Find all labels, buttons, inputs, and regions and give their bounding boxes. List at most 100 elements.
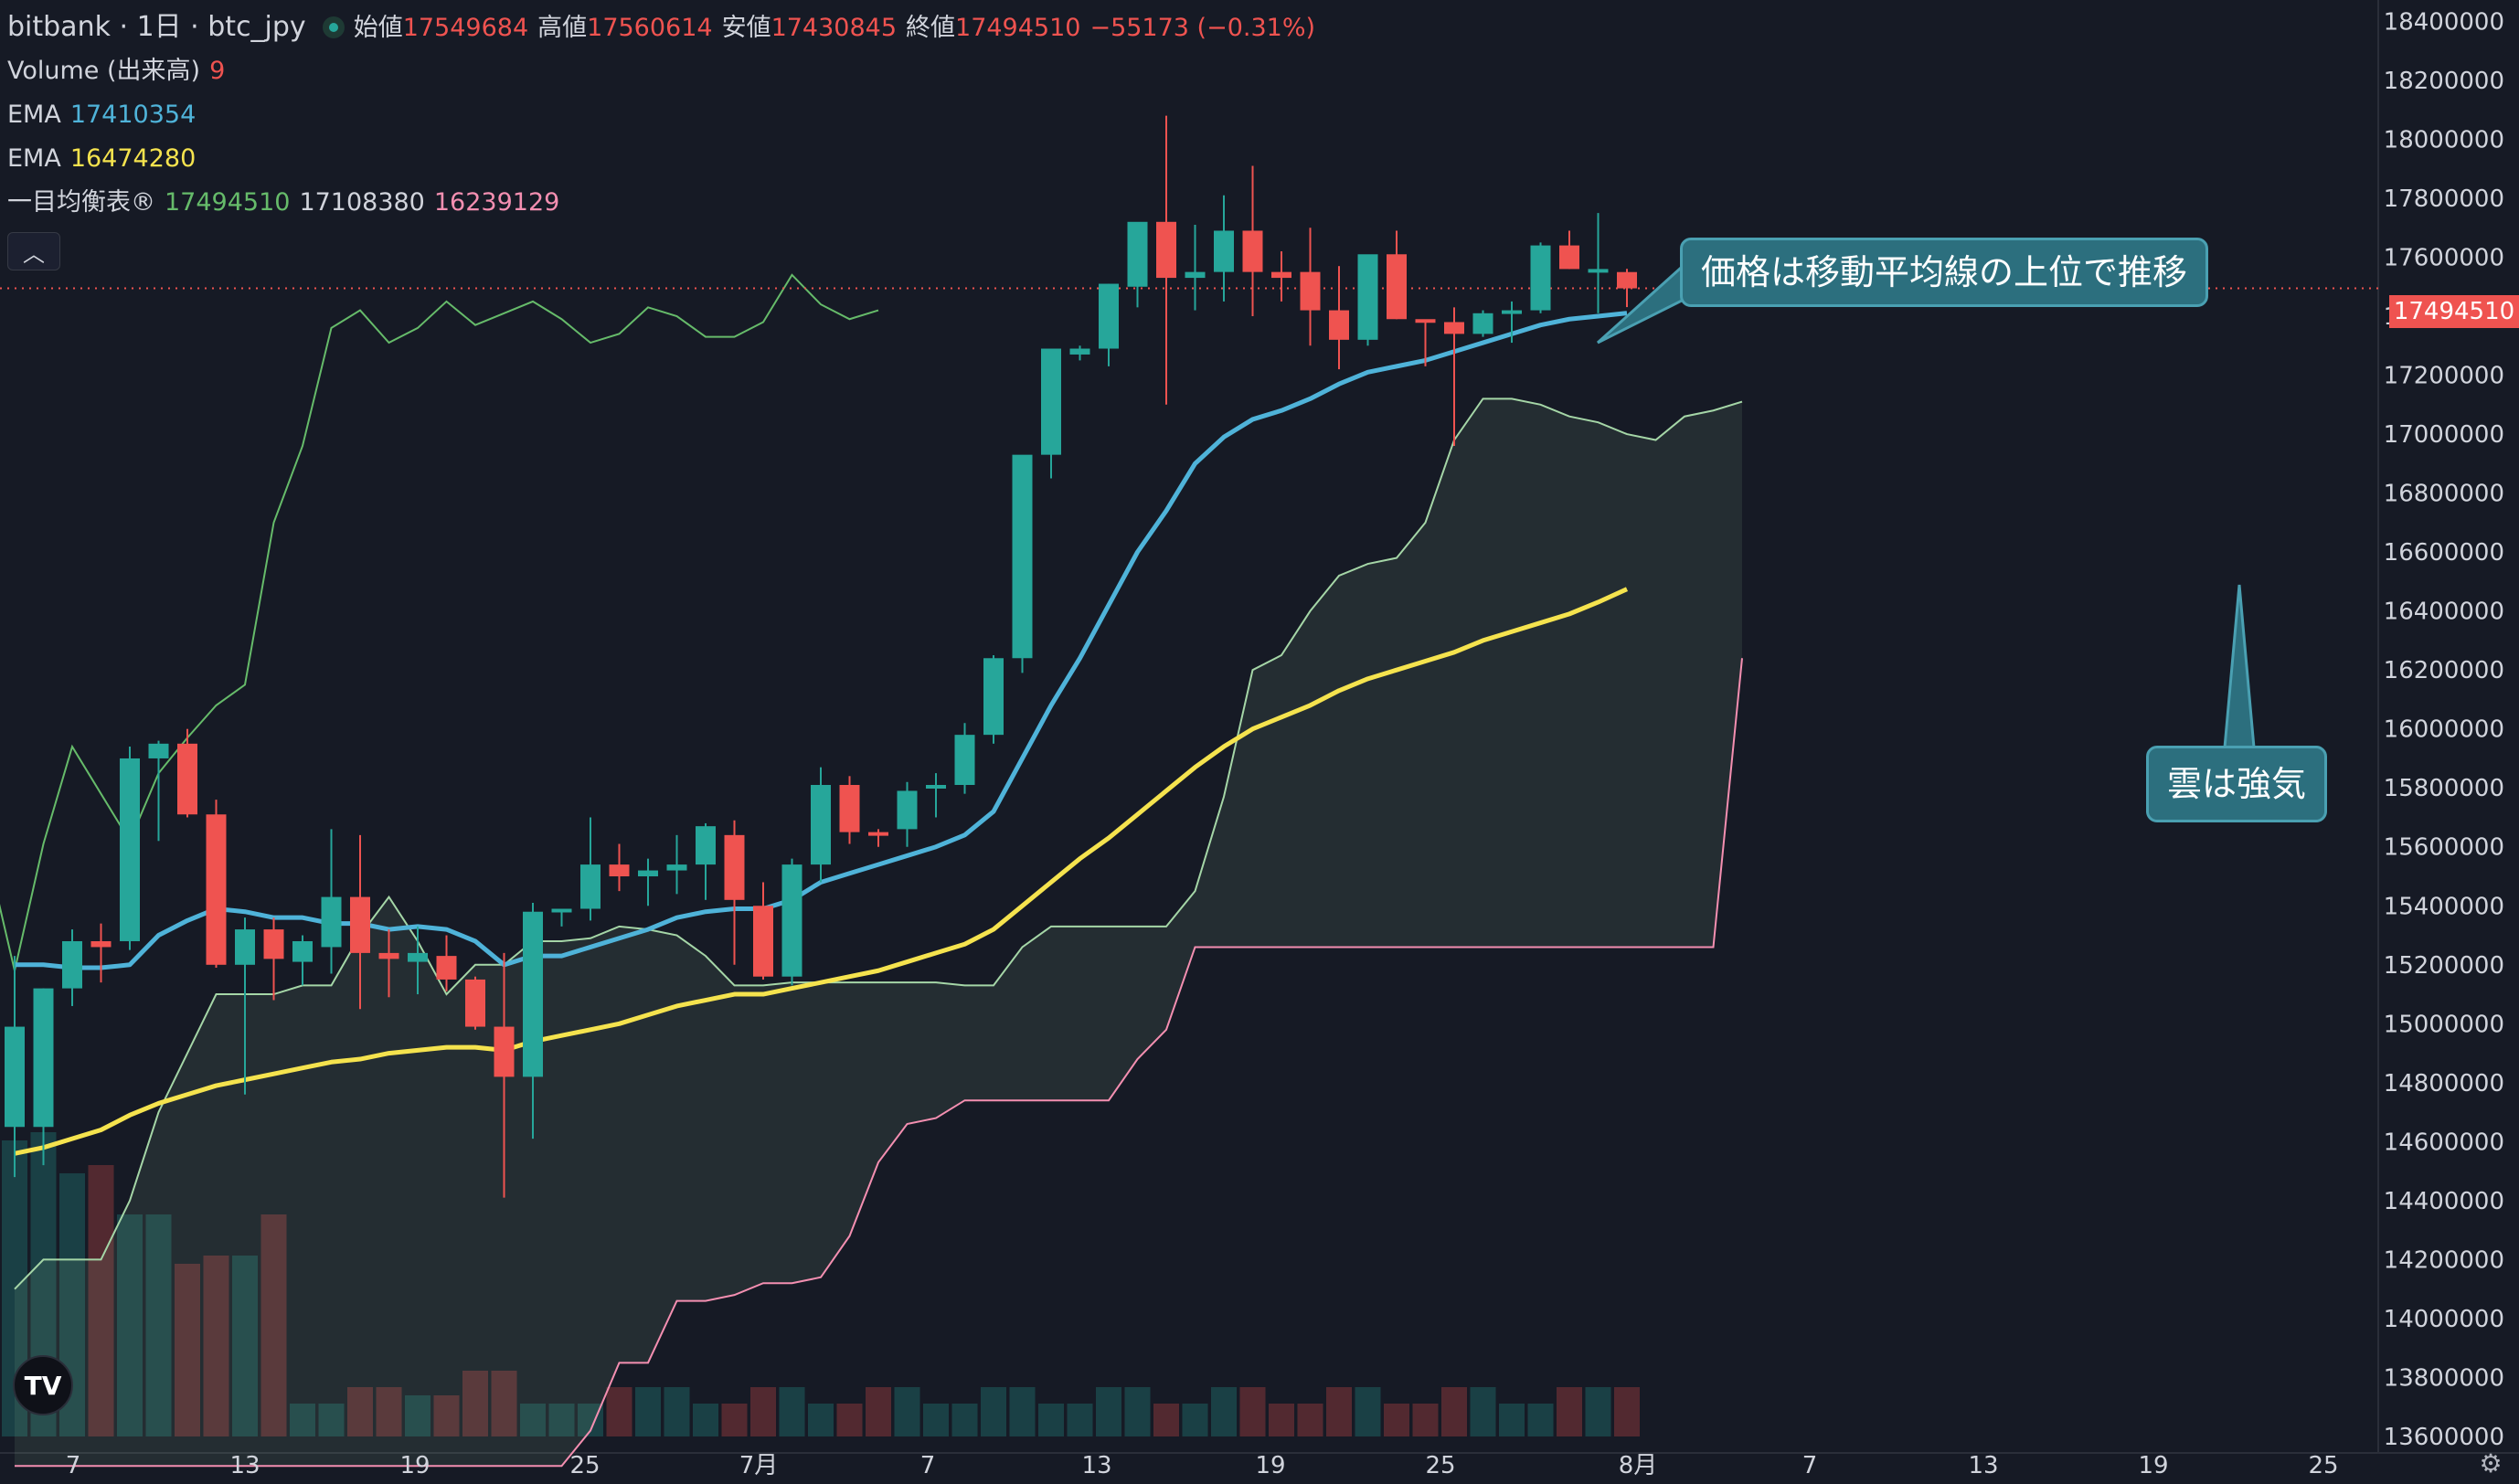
- candle-body: [1099, 283, 1119, 349]
- price-axis-label: 13600000: [2384, 1424, 2504, 1451]
- volume-bar: [1182, 1404, 1208, 1436]
- volume-label: Volume (出来高): [7, 57, 201, 85]
- settings-icon[interactable]: ⚙: [2479, 1448, 2503, 1479]
- legend-ema-fast-row[interactable]: EMA 17410354: [7, 93, 1324, 137]
- candle-body: [753, 906, 773, 977]
- volume-bar: [635, 1387, 661, 1436]
- volume-bar: [145, 1214, 172, 1436]
- time-axis-label: 13: [229, 1452, 260, 1479]
- candle-body: [1329, 310, 1349, 340]
- ichimoku-span-b-value: 16239129: [433, 188, 560, 217]
- ema-fast-value: 17410354: [69, 101, 197, 129]
- ema-slow-value: 16474280: [69, 144, 197, 173]
- candle-body: [1617, 271, 1637, 289]
- price-axis-label: 17600000: [2384, 244, 2504, 271]
- candle-body: [811, 784, 831, 865]
- volume-bar: [260, 1214, 287, 1436]
- volume-bar: [1124, 1387, 1151, 1436]
- candle-body: [1242, 230, 1263, 272]
- candle-body: [1472, 313, 1493, 334]
- candle-body: [33, 988, 54, 1128]
- candle-body: [321, 896, 342, 948]
- volume-bar: [290, 1404, 315, 1436]
- volume-bar: [491, 1371, 517, 1436]
- price-annotation[interactable]: 価格は移動平均線の上位で推移: [1680, 238, 2209, 307]
- candle-body: [177, 743, 197, 815]
- ichimoku-span-b-line: [15, 658, 1743, 1468]
- candle-body: [1127, 221, 1148, 287]
- candle-body: [1588, 269, 1609, 273]
- tradingview-logo[interactable]: TV: [13, 1355, 73, 1415]
- candle-body: [868, 832, 888, 836]
- volume-bar: [693, 1404, 718, 1436]
- ohlc-high-value: 17560614: [587, 14, 713, 42]
- volume-bar: [405, 1395, 430, 1436]
- time-axis-label: 7: [1802, 1452, 1818, 1479]
- volume-bar: [88, 1165, 114, 1436]
- price-axis-label: 17800000: [2384, 186, 2504, 213]
- ema-slow-label: EMA: [7, 144, 61, 173]
- candle-body: [926, 784, 946, 789]
- tv-logo-mark: TV: [24, 1370, 62, 1401]
- candle-body: [408, 952, 428, 962]
- candle-body: [494, 1026, 515, 1077]
- candle-body: [1012, 454, 1033, 659]
- ohlc-close-label: 終値: [906, 14, 956, 42]
- price-axis-label: 14800000: [2384, 1070, 2504, 1097]
- candle-body: [350, 896, 370, 953]
- candle-body: [1559, 245, 1579, 270]
- volume-bar: [721, 1404, 748, 1436]
- price-axis-label: 18000000: [2384, 126, 2504, 154]
- candle-body: [148, 743, 169, 758]
- candle-body: [90, 940, 112, 948]
- volume-bar: [1384, 1404, 1409, 1436]
- legend-ema-slow-row[interactable]: EMA 16474280: [7, 137, 1324, 181]
- time-axis-label: 8月: [1619, 1452, 1658, 1479]
- time-axis-label: 25: [1425, 1452, 1455, 1479]
- collapse-legend-button[interactable]: ︿: [7, 232, 60, 270]
- volume-bar: [664, 1387, 690, 1436]
- legend-volume-row[interactable]: Volume (出来高) 9: [7, 49, 1324, 93]
- ichimoku-label: 一目均衡表®: [7, 188, 155, 217]
- volume-bar: [750, 1387, 776, 1436]
- candle-body: [696, 826, 716, 865]
- time-axis-label: 7: [66, 1452, 81, 1479]
- ema-fast-label: EMA: [7, 101, 61, 129]
- price-axis-label: 18200000: [2384, 68, 2504, 95]
- legend-ichimoku-row[interactable]: 一目均衡表® 17494510 17108380 16239129: [7, 181, 1324, 225]
- volume-bar: [1499, 1404, 1525, 1436]
- ichimoku-cloud: [15, 398, 1742, 1467]
- legend-symbol-row: bitbank · 1日 · btc_jpy 始値17549684 高値175606…: [7, 5, 1324, 49]
- time-axis-label: 13: [1081, 1452, 1111, 1479]
- candle-body: [263, 929, 284, 959]
- candle-body: [292, 940, 313, 962]
- time-axis-label: 19: [399, 1452, 430, 1479]
- volume-bar: [232, 1256, 258, 1436]
- candle-body: [609, 864, 630, 877]
- cloud-annotation[interactable]: 雲は強気: [2146, 746, 2328, 822]
- volume-bar: [1527, 1404, 1554, 1436]
- candle-body: [1041, 348, 1061, 455]
- ohlc-low-value: 17430845: [771, 14, 898, 42]
- candle-body: [465, 979, 485, 1027]
- candle-body: [1069, 348, 1090, 355]
- price-axis-label: 14600000: [2384, 1129, 2504, 1156]
- candle-body: [206, 814, 227, 965]
- volume-bar: [1067, 1404, 1093, 1436]
- price-axis-label: 17000000: [2384, 421, 2504, 449]
- candle-body: [983, 658, 1004, 736]
- ichimoku-span-a-value: 17108380: [299, 188, 425, 217]
- symbol-title[interactable]: bitbank · 1日 · btc_jpy: [7, 11, 306, 43]
- price-axis-label: 16600000: [2384, 539, 2504, 567]
- price-axis-label: 15000000: [2384, 1011, 2504, 1038]
- ema-slow-line: [14, 587, 1629, 1156]
- volume-bar: [117, 1214, 143, 1436]
- price-axis-label: 15400000: [2384, 893, 2504, 920]
- market-status-icon: [322, 16, 345, 38]
- time-axis-label: 25: [2308, 1452, 2338, 1479]
- candle-body: [1415, 319, 1436, 323]
- candle-body: [839, 784, 860, 832]
- volume-bar: [951, 1404, 978, 1436]
- time-axis-label: 7月: [739, 1452, 779, 1479]
- volume-bar: [1441, 1387, 1467, 1436]
